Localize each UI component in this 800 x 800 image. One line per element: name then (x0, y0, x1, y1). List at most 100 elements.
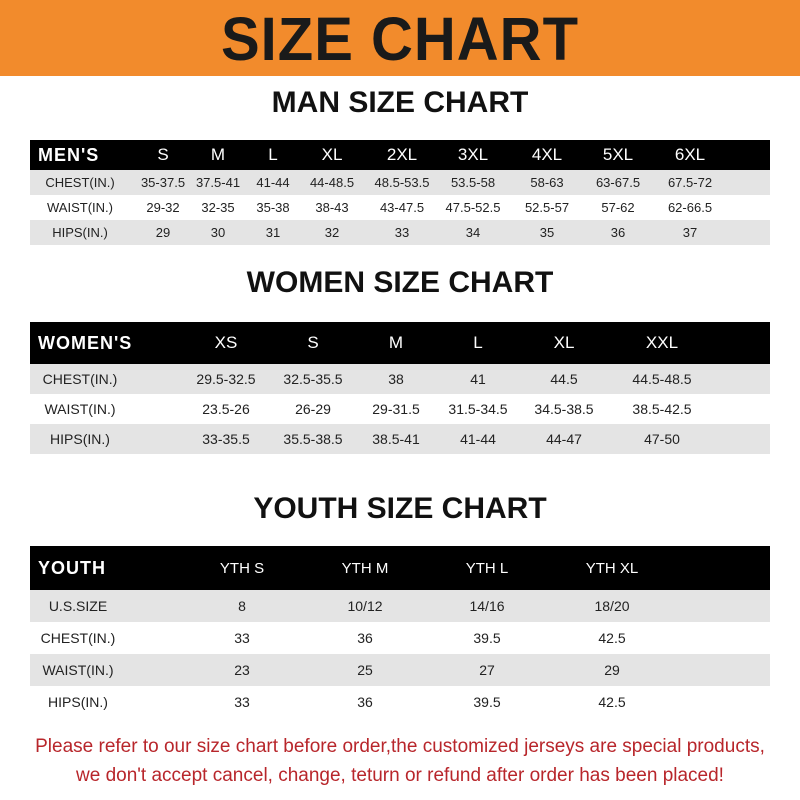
size-value: 36 (610, 225, 626, 240)
size-value: 63-67.5 (595, 175, 641, 190)
size-value: 38 (388, 371, 404, 387)
size-value: 44.5 (550, 371, 578, 387)
size-value: 47-50 (644, 431, 680, 447)
measure-label: WAIST(IN.) (47, 200, 113, 215)
size-value: 41 (470, 371, 486, 387)
size-value: 36 (357, 694, 373, 710)
table-row: CHEST(IN.) 33 36 39.5 42.5 (30, 622, 770, 654)
size-value: 48.5-53.5 (374, 175, 430, 190)
table-row: CHEST(IN.) 29.5-32.5 32.5-35.5 38 41 44.5 44.5… (30, 364, 770, 394)
size-header: YTH L (465, 559, 509, 577)
table-header-row: WOMEN'S XS S M L XL XXL (30, 322, 770, 364)
size-value: 44.5-48.5 (632, 371, 692, 387)
size-header: 5XL (602, 145, 634, 164)
men-size-table: MEN'S S M L XL 2XL 3XL 4XL 5XL 6XL CHEST(IN.) 35-37… (30, 140, 770, 245)
measure-label: CHEST(IN.) (40, 630, 116, 646)
size-value: 38-43 (315, 200, 349, 215)
women-section-title: WOMEN SIZE CHART (246, 266, 554, 299)
measure-label: HIPS(IN.) (52, 225, 108, 240)
size-header: XL (321, 145, 343, 164)
youth-section-title: YOUTH SIZE CHART (253, 492, 547, 525)
size-value: 10/12 (347, 598, 383, 614)
title-banner: SIZE CHART (0, 0, 800, 76)
footer-notice-line-1: Please refer to our size chart before or… (35, 736, 765, 757)
size-value: 37 (682, 225, 698, 240)
size-header: L (268, 145, 278, 164)
size-value: 29-31.5 (372, 401, 420, 417)
youth-size-table: YOUTH YTH S YTH M YTH L YTH XL U.S.SIZE 8 10/12… (30, 546, 770, 718)
size-header: YTH XL (585, 559, 639, 577)
size-value: 39.5 (473, 694, 501, 710)
size-header: XS (214, 333, 238, 352)
table-row: WAIST(IN.) 29-32 32-35 35-38 38-43 43-47.5 47.… (30, 195, 770, 220)
size-value: 29.5-32.5 (196, 371, 256, 387)
table-header-row: YOUTH YTH S YTH M YTH L YTH XL (30, 546, 770, 590)
size-value: 42.5 (598, 694, 626, 710)
size-value: 27 (479, 662, 495, 678)
size-header: M (388, 333, 404, 352)
size-value: 26-29 (295, 401, 331, 417)
size-value: 18/20 (594, 598, 630, 614)
measure-label: HIPS(IN.) (50, 431, 110, 447)
men-section-title: MAN SIZE CHART (271, 86, 529, 119)
size-value: 47.5-52.5 (445, 200, 501, 215)
size-value: 33 (394, 225, 410, 240)
women-size-table: WOMEN'S XS S M L XL XXL CHEST(IN.) 29.5-32.5 32.5… (30, 322, 770, 455)
size-value: 52.5-57 (524, 200, 570, 215)
size-value: 31.5-34.5 (448, 401, 508, 417)
measure-label: CHEST(IN.) (42, 371, 118, 387)
size-header: 4XL (531, 145, 563, 164)
size-value: 35-38 (256, 200, 290, 215)
size-value: 43-47.5 (379, 200, 425, 215)
table-row: HIPS(IN.) 33 36 39.5 42.5 (30, 686, 770, 718)
size-value: 33 (234, 694, 250, 710)
size-value: 29-32 (146, 200, 180, 215)
measure-label: WAIST(IN.) (42, 662, 114, 678)
size-header: L (473, 333, 483, 352)
size-value: 33-35.5 (202, 431, 250, 447)
banner-title: SIZE CHART (221, 5, 579, 74)
size-value: 32 (324, 225, 340, 240)
size-header: YTH S (219, 559, 265, 577)
size-header: M (210, 145, 226, 164)
size-value: 57-62 (601, 200, 635, 215)
table-label: YOUTH (38, 557, 106, 578)
size-header: 2XL (386, 145, 418, 164)
footer-notice-line-2: we don't accept cancel, change, teturn o… (76, 765, 724, 786)
size-value: 41-44 (460, 431, 496, 447)
size-value: 42.5 (598, 630, 626, 646)
size-value: 53.5-58 (450, 175, 496, 190)
table-label: WOMEN'S (38, 332, 133, 353)
size-value: 37.5-41 (195, 175, 241, 190)
size-value: 14/16 (469, 598, 505, 614)
size-value: 23 (234, 662, 250, 678)
size-value: 44-47 (546, 431, 582, 447)
table-label: MEN'S (38, 144, 100, 165)
size-value: 35 (539, 225, 555, 240)
size-header: XL (553, 333, 575, 352)
table-row: U.S.SIZE 8 10/12 14/16 18/20 (30, 590, 770, 622)
size-value: 44-48.5 (309, 175, 355, 190)
size-value: 33 (234, 630, 250, 646)
size-value: 30 (210, 225, 226, 240)
size-header: S (157, 145, 169, 164)
size-value: 62-66.5 (667, 200, 713, 215)
size-value: 41-44 (256, 175, 290, 190)
size-value: 25 (357, 662, 373, 678)
size-value: 32.5-35.5 (283, 371, 343, 387)
size-value: 29 (155, 225, 171, 240)
size-value: 38.5-41 (372, 431, 420, 447)
table-row: HIPS(IN.) 29 30 31 32 33 34 35 36 37 (30, 220, 770, 245)
size-value: 38.5-42.5 (632, 401, 692, 417)
size-value: 67.5-72 (667, 175, 713, 190)
size-value: 39.5 (473, 630, 501, 646)
table-row: WAIST(IN.) 23 25 27 29 (30, 654, 770, 686)
size-value: 29 (604, 662, 620, 678)
size-value: 58-63 (530, 175, 564, 190)
table-row: HIPS(IN.) 33-35.5 35.5-38.5 38.5-41 41-44 44-… (30, 424, 770, 454)
size-value: 34 (465, 225, 481, 240)
measure-label: CHEST(IN.) (45, 175, 115, 190)
size-value: 35.5-38.5 (283, 431, 343, 447)
size-value: 36 (357, 630, 373, 646)
size-value: 31 (265, 225, 281, 240)
